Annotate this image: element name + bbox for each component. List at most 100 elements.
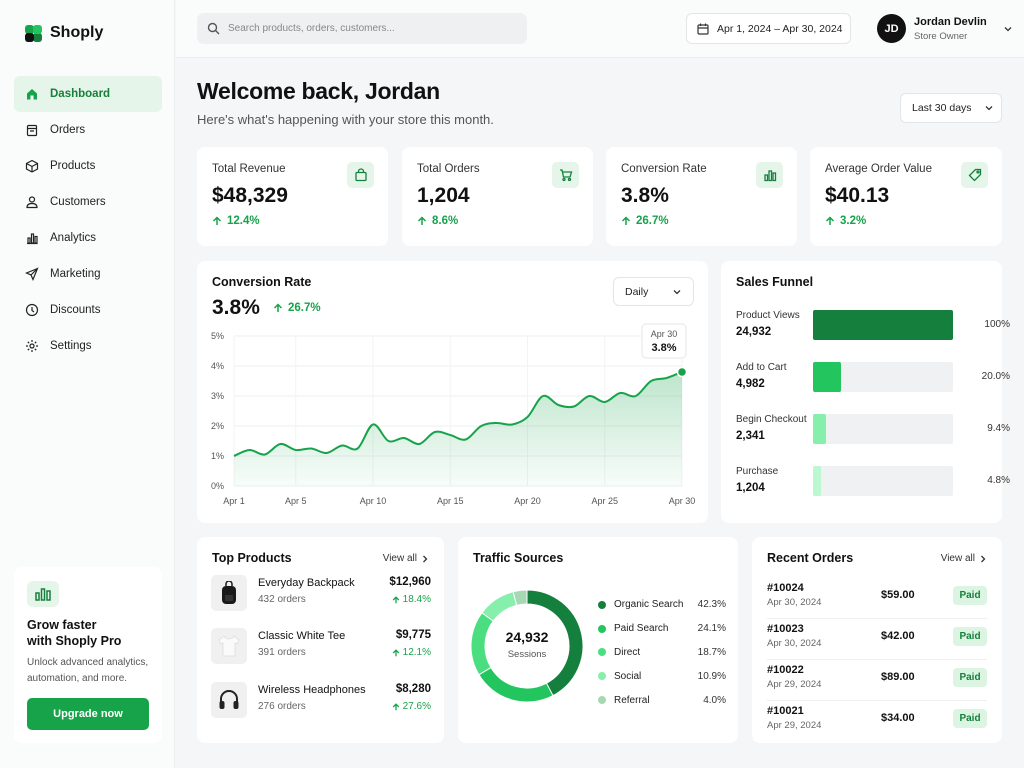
funnel-stage-pct: 4.8% xyxy=(987,475,1010,486)
sidebar-item-discounts[interactable]: Discounts xyxy=(14,292,162,328)
sidebar-item-products[interactable]: Products xyxy=(14,148,162,184)
search-bar xyxy=(197,13,527,44)
funnel-bar-track xyxy=(813,362,953,392)
product-row[interactable]: Classic White Tee 391 orders $9,775 12.1… xyxy=(211,628,431,666)
traffic-sources-card: Traffic Sources 24,932 Sessions Organic … xyxy=(458,537,738,743)
brand-logo[interactable]: Shoply xyxy=(25,24,103,42)
product-row[interactable]: Wireless Headphones 276 orders $8,280 27… xyxy=(211,682,431,720)
sidebar-item-analytics[interactable]: Analytics xyxy=(14,220,162,256)
search-icon xyxy=(207,22,220,35)
donut-slice xyxy=(470,612,494,676)
product-change: 12.1% xyxy=(392,647,431,658)
order-id: #10021 xyxy=(767,705,804,717)
logo-icon xyxy=(25,24,42,42)
legend-value: 4.0% xyxy=(703,694,726,706)
sidebar-item-customers[interactable]: Customers xyxy=(14,184,162,220)
order-id: #10022 xyxy=(767,664,804,676)
sidebar-item-label: Discounts xyxy=(50,304,101,316)
legend-label: Organic Search xyxy=(614,599,684,611)
kpi-change: 8.6% xyxy=(417,215,458,227)
recent-orders-card: Recent Orders View all #10024 Apr 30, 20… xyxy=(752,537,1002,743)
sidebar-item-dashboard[interactable]: Dashboard xyxy=(14,76,162,112)
order-date: Apr 30, 2024 xyxy=(767,597,822,608)
recent-orders-title: Recent Orders xyxy=(767,551,854,565)
legend-value: 42.3% xyxy=(697,599,726,611)
avatar: JD xyxy=(877,14,906,43)
product-change: 27.6% xyxy=(392,701,431,712)
interval-select[interactable]: Daily xyxy=(613,277,694,306)
funnel-stage-label: Begin Checkout xyxy=(736,414,807,425)
legend-item: Referral 4.0% xyxy=(598,688,726,712)
traffic-legend: Organic Search 42.3% Paid Search 24.1% Direc… xyxy=(598,593,726,712)
kpi-change: 3.2% xyxy=(825,215,866,227)
product-row[interactable]: Everyday Backpack 432 orders $12,960 18.… xyxy=(211,575,431,613)
kpi-change: 12.4% xyxy=(212,215,260,227)
top-bar: Apr 1, 2024 – Apr 30, 2024 JD Jordan Dev… xyxy=(176,0,1024,58)
sidebar-item-settings[interactable]: Settings xyxy=(14,328,162,364)
funnel-bar-track xyxy=(813,466,953,496)
legend-value: 10.9% xyxy=(697,670,726,682)
order-row[interactable]: #10023 Apr 30, 2024 $42.00 Paid xyxy=(767,620,987,660)
sidebar-item-orders[interactable]: Orders xyxy=(14,112,162,148)
product-orders: 276 orders xyxy=(258,701,306,712)
donut-slice xyxy=(481,591,518,622)
funnel-stage: Product Views 24,932 100% xyxy=(736,310,1010,350)
chart-title: Conversion Rate xyxy=(212,275,312,289)
funnel-bar xyxy=(813,310,953,340)
gear-icon xyxy=(26,340,38,352)
sidebar-item-marketing[interactable]: Marketing xyxy=(14,256,162,292)
funnel-stage: Add to Cart 4,982 20.0% xyxy=(736,362,1010,402)
funnel-stage-value: 1,204 xyxy=(736,482,765,494)
order-date: Apr 29, 2024 xyxy=(767,720,822,731)
x-tick-label: Apr 20 xyxy=(514,496,541,506)
promo-title: Grow faster with Shoply Pro xyxy=(27,618,122,648)
kpi-label: Total Orders xyxy=(417,163,480,175)
chevron-down-icon xyxy=(1004,26,1012,31)
funnel-stage-label: Product Views xyxy=(736,310,800,321)
chevron-right-icon xyxy=(423,555,428,562)
interval-label: Daily xyxy=(625,285,649,298)
range-select-label: Last 30 days xyxy=(912,102,972,114)
data-point xyxy=(676,366,688,378)
status-badge: Paid xyxy=(953,709,987,728)
funnel-stage-value: 24,932 xyxy=(736,326,772,338)
y-tick-label: 2% xyxy=(211,421,224,431)
user-menu[interactable]: JD Jordan Devlin Store Owner xyxy=(877,14,1013,43)
legend-item: Direct 18.7% xyxy=(598,641,726,665)
calendar-icon xyxy=(697,23,709,35)
arrow-up-icon xyxy=(273,303,283,312)
upgrade-button[interactable]: Upgrade now xyxy=(27,698,149,730)
tag-icon xyxy=(961,162,988,188)
series-area xyxy=(234,372,682,486)
funnel-stage: Begin Checkout 2,341 9.4% xyxy=(736,414,1010,454)
date-range-label: Apr 1, 2024 – Apr 30, 2024 xyxy=(717,22,843,35)
top-products-title: Top Products xyxy=(212,551,292,565)
status-badge: Paid xyxy=(953,586,987,605)
legend-dot xyxy=(598,696,606,705)
kpi-value: 3.8% xyxy=(621,184,669,207)
order-row[interactable]: #10024 Apr 30, 2024 $59.00 Paid xyxy=(767,579,987,619)
kpi-change: 26.7% xyxy=(621,215,669,227)
backpack-icon xyxy=(211,575,247,611)
view-all-products-link[interactable]: View all xyxy=(383,553,429,564)
x-tick-label: Apr 15 xyxy=(437,496,464,506)
sidebar-item-label: Dashboard xyxy=(50,88,111,100)
order-amount: $34.00 xyxy=(881,712,915,724)
discount-icon xyxy=(25,303,39,317)
range-select[interactable]: Last 30 days xyxy=(900,93,1002,123)
date-range-picker[interactable]: Apr 1, 2024 – Apr 30, 2024 xyxy=(686,13,851,44)
x-tick-label: Apr 5 xyxy=(285,496,307,506)
funnel-bar xyxy=(813,466,822,496)
traffic-donut-chart: 24,932 Sessions xyxy=(470,589,584,703)
order-row[interactable]: #10021 Apr 29, 2024 $34.00 Paid xyxy=(767,702,987,742)
search-input[interactable] xyxy=(228,23,508,34)
order-date: Apr 29, 2024 xyxy=(767,679,822,690)
view-all-orders-link[interactable]: View all xyxy=(941,553,987,564)
order-amount: $59.00 xyxy=(881,589,915,601)
order-row[interactable]: #10022 Apr 29, 2024 $89.00 Paid xyxy=(767,661,987,701)
x-tick-label: Apr 10 xyxy=(360,496,387,506)
kpi-value: $40.13 xyxy=(825,184,890,207)
chart-tooltip: Apr 30 3.8% xyxy=(641,323,687,359)
chart-change: 26.7% xyxy=(273,302,321,314)
chevron-right-icon xyxy=(981,555,986,562)
